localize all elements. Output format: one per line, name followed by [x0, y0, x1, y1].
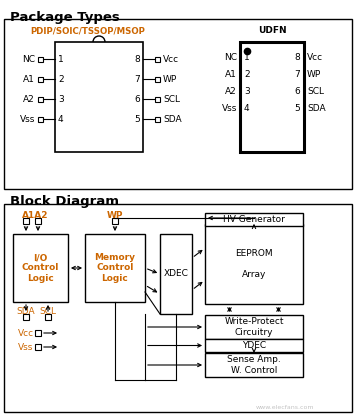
Text: 4: 4: [58, 115, 64, 123]
Text: 8: 8: [294, 53, 300, 61]
Bar: [160, 234, 192, 314]
Text: A2: A2: [225, 86, 237, 95]
Bar: [38, 56, 43, 61]
Text: 5: 5: [134, 115, 140, 123]
Text: SCL: SCL: [163, 95, 180, 103]
Text: XDEC: XDEC: [163, 269, 188, 279]
Text: www.elecfans.com: www.elecfans.com: [256, 405, 314, 410]
Text: 6: 6: [294, 86, 300, 95]
Text: Vss: Vss: [222, 103, 237, 113]
Text: 8: 8: [134, 55, 140, 63]
Text: Circuitry: Circuitry: [235, 327, 273, 337]
Text: HV Generator: HV Generator: [223, 215, 285, 224]
Bar: [155, 76, 160, 81]
Text: A1: A1: [23, 75, 35, 83]
Text: Block Diagram: Block Diagram: [10, 195, 119, 208]
Bar: [205, 224, 303, 304]
Text: UDFN: UDFN: [258, 26, 286, 35]
Bar: [205, 213, 303, 226]
Text: Control: Control: [22, 264, 59, 272]
Text: Vss: Vss: [18, 342, 33, 352]
Bar: [23, 314, 29, 320]
Text: I/O: I/O: [33, 254, 48, 262]
Text: A1A2: A1A2: [22, 211, 48, 220]
Text: Vss: Vss: [20, 115, 35, 123]
Text: 4: 4: [244, 103, 250, 113]
Text: PDIP/SOIC/TSSOP/MSOP: PDIP/SOIC/TSSOP/MSOP: [31, 26, 146, 35]
Bar: [45, 314, 51, 320]
Bar: [155, 116, 160, 121]
Text: W. Control: W. Control: [231, 366, 277, 374]
Text: A2: A2: [23, 95, 35, 103]
Bar: [4, 19, 352, 189]
Text: Logic: Logic: [27, 274, 54, 283]
Text: NC: NC: [22, 55, 35, 63]
Text: EEPROM: EEPROM: [235, 249, 273, 259]
Bar: [205, 353, 303, 377]
Text: NC: NC: [224, 53, 237, 61]
Text: 3: 3: [244, 86, 250, 95]
Text: Sense Amp.: Sense Amp.: [227, 355, 281, 364]
Bar: [240, 42, 304, 152]
Bar: [35, 330, 41, 336]
Text: 1: 1: [58, 55, 64, 63]
Text: WP: WP: [107, 211, 123, 220]
Text: SDA: SDA: [17, 307, 35, 316]
Text: Logic: Logic: [101, 274, 129, 283]
Text: Vcc: Vcc: [307, 53, 323, 61]
Text: SCL: SCL: [40, 307, 57, 316]
Text: SDA: SDA: [307, 103, 326, 113]
Bar: [4, 204, 352, 412]
Text: 2: 2: [244, 70, 250, 78]
Text: 7: 7: [134, 75, 140, 83]
Bar: [23, 218, 29, 224]
Text: Array: Array: [242, 269, 266, 279]
Text: Vcc: Vcc: [163, 55, 179, 63]
Text: 2: 2: [58, 75, 64, 83]
Text: 6: 6: [134, 95, 140, 103]
Text: Package Types: Package Types: [10, 11, 120, 24]
Text: SCL: SCL: [307, 86, 324, 95]
Text: Control: Control: [96, 264, 134, 272]
Bar: [112, 218, 118, 224]
Bar: [205, 339, 303, 352]
Text: WP: WP: [307, 70, 321, 78]
Bar: [38, 116, 43, 121]
Bar: [85, 234, 145, 302]
Bar: [155, 56, 160, 61]
Text: 3: 3: [58, 95, 64, 103]
Bar: [35, 218, 41, 224]
Text: 5: 5: [294, 103, 300, 113]
Text: SDA: SDA: [163, 115, 182, 123]
Text: 7: 7: [294, 70, 300, 78]
Bar: [155, 96, 160, 101]
Text: WP: WP: [163, 75, 177, 83]
Bar: [38, 96, 43, 101]
Text: A1: A1: [225, 70, 237, 78]
Bar: [38, 76, 43, 81]
Text: Write-Protect: Write-Protect: [224, 317, 284, 327]
Bar: [55, 42, 143, 152]
Bar: [35, 344, 41, 350]
Text: 1: 1: [244, 53, 250, 61]
Text: Vcc: Vcc: [18, 329, 34, 337]
Text: Memory: Memory: [94, 254, 136, 262]
Bar: [13, 234, 68, 302]
Bar: [205, 315, 303, 339]
Text: YDEC: YDEC: [242, 341, 266, 350]
